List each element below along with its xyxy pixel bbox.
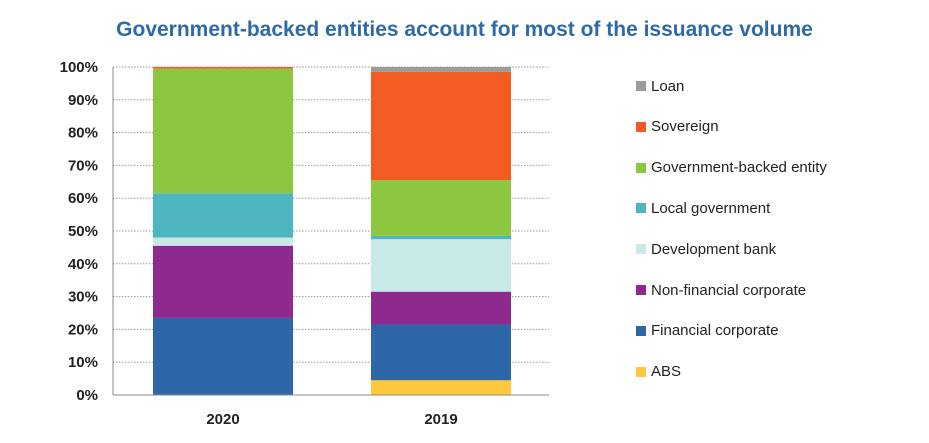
legend-swatch	[636, 244, 646, 255]
y-tick-label: 70%	[68, 157, 98, 174]
bar-segment-loan-2019	[371, 67, 511, 72]
legend-item-financial-corporate: Financial corporate	[636, 322, 779, 340]
bar-segment-non-financial-corporate-2019	[371, 291, 511, 325]
legend-label: Financial corporate	[651, 322, 779, 340]
legend-label: Local government	[651, 199, 771, 217]
legend-label: ABS	[651, 363, 682, 381]
y-tick-label: 50%	[68, 223, 98, 240]
bar-segment-development-bank-2019	[371, 239, 511, 292]
bar-segment-non-financial-corporate-2020	[153, 245, 293, 318]
legend-item-local-government: Local government	[636, 199, 771, 217]
y-tick-label: 0%	[76, 387, 98, 404]
bar-segment-financial-corporate-2019	[371, 324, 511, 381]
legend-label: Non-financial corporate	[651, 281, 807, 299]
legend-label: Development bank	[651, 240, 777, 258]
bar-segment-sovereign-2019	[371, 71, 511, 181]
bar-segment-government-backed-entity-2019	[371, 180, 511, 236]
bar-segment-local-government-2020	[153, 193, 293, 238]
legend-item-abs: ABS	[636, 363, 682, 381]
y-tick-label: 30%	[68, 289, 98, 306]
y-tick-label: 90%	[68, 92, 98, 109]
y-tick-label: 20%	[68, 321, 98, 338]
bar-segment-government-backed-entity-2020	[153, 68, 293, 194]
bar-segment-abs-2019	[371, 380, 511, 395]
y-tick-label: 80%	[68, 125, 98, 142]
legend-swatch	[636, 162, 646, 173]
y-tick-label: 100%	[60, 59, 98, 76]
x-tick-label: 2019	[424, 411, 457, 428]
legend-item-government-backed-entity: Government-backed entity	[636, 159, 827, 177]
legend-label: Sovereign	[651, 118, 719, 136]
legend-swatch	[636, 325, 646, 336]
legend-swatch	[636, 285, 646, 295]
legend-item-non-financial-corporate: Non-financial corporate	[636, 281, 807, 299]
legend-item-development-bank: Development bank	[636, 240, 777, 258]
bar-segment-sovereign-2020	[153, 67, 293, 69]
bars	[153, 67, 511, 395]
legend-swatch	[636, 366, 646, 377]
axes: 0% 10% 20% 30% 40% 50% 60% 70% 80% 90% 100% 2020 201…	[60, 59, 549, 428]
bar-segment-development-bank-2020	[153, 237, 293, 246]
y-tick-label: 10%	[68, 354, 98, 371]
chart-title: Government-backed entities account for m…	[116, 18, 813, 41]
y-tick-label: 40%	[68, 256, 98, 273]
legend-label: Loan	[651, 77, 685, 95]
x-tick-label: 2020	[206, 411, 239, 428]
legend-label: Government-backed entity	[651, 159, 827, 177]
legend-item-loan: Loan	[636, 77, 685, 95]
y-tick-label: 60%	[68, 190, 98, 207]
legend-swatch	[636, 81, 646, 91]
bar-segment-local-government-2019	[371, 235, 511, 240]
legend-swatch	[636, 203, 646, 214]
legend-item-sovereign: Sovereign	[636, 118, 719, 136]
bar-segment-financial-corporate-2020	[153, 317, 293, 395]
legend-swatch	[636, 121, 646, 132]
